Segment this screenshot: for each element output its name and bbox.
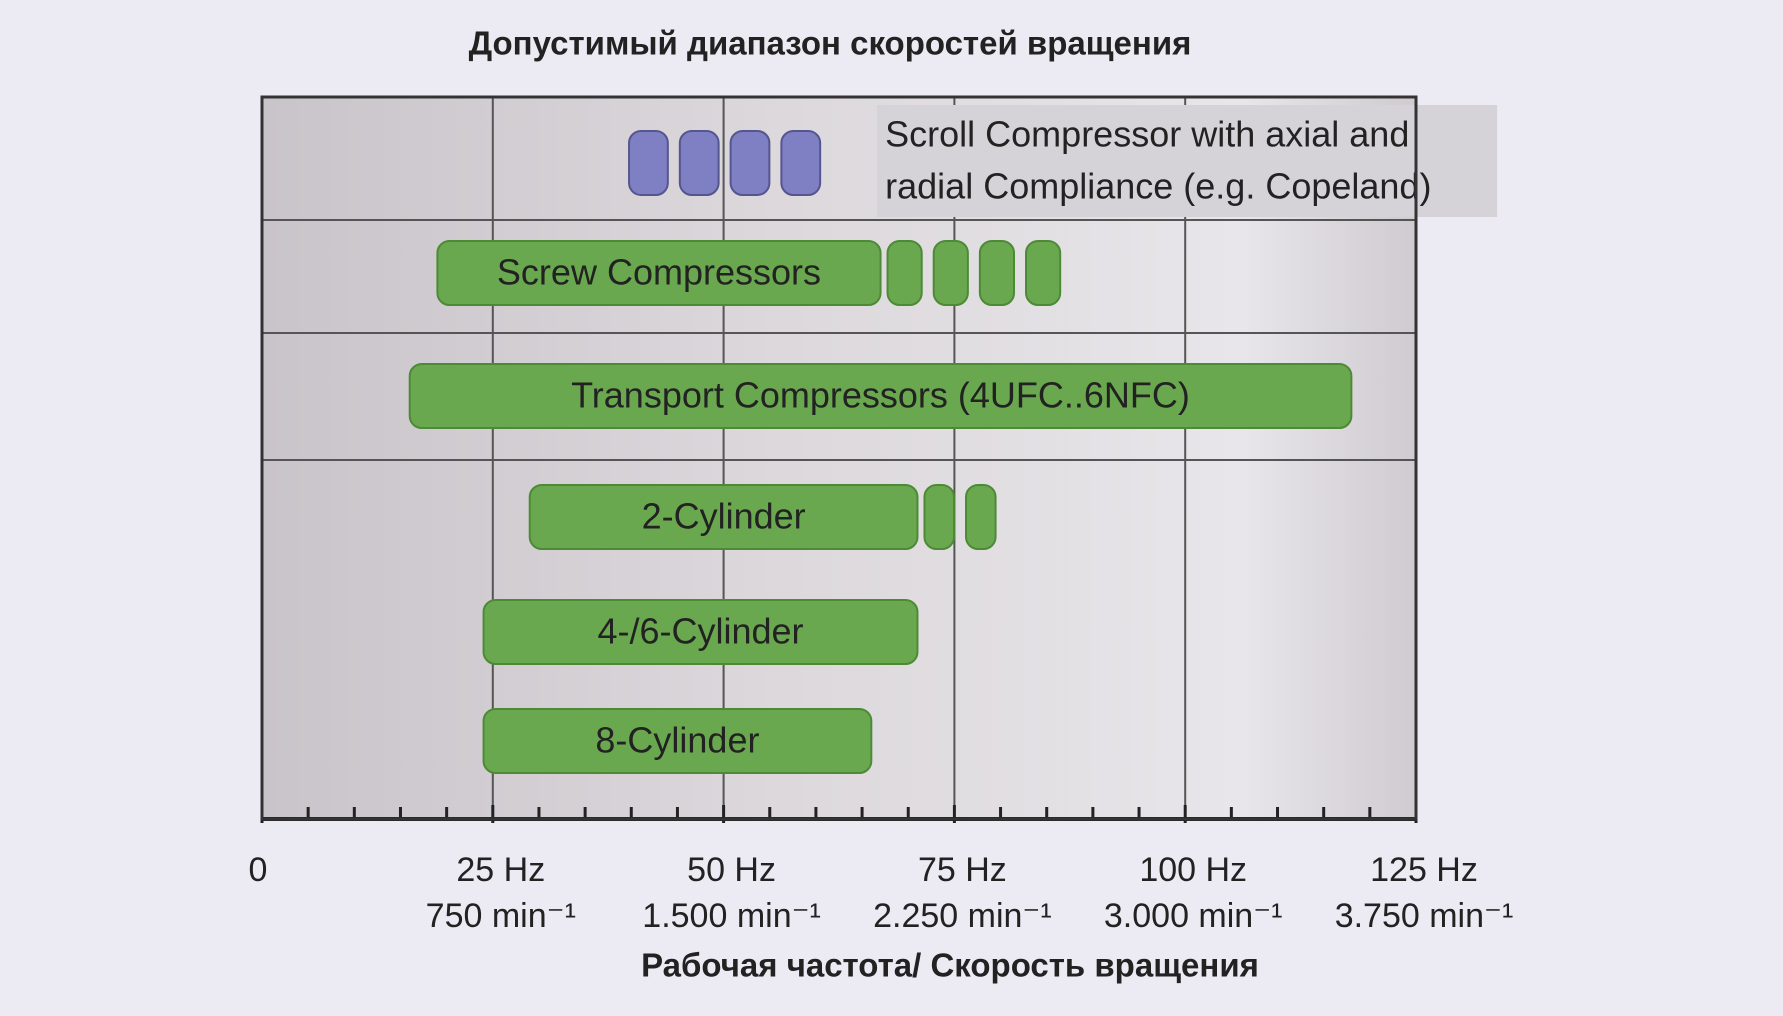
chart-title: Допустимый диапазон скоростей вращения xyxy=(469,25,1192,62)
extension-block xyxy=(780,130,822,196)
range-bar xyxy=(482,708,873,774)
range-bar xyxy=(482,599,919,665)
bar-label: 8-Cylinder xyxy=(595,720,759,761)
range-extension xyxy=(886,240,1062,306)
extension-block xyxy=(965,484,997,550)
extension-block xyxy=(978,240,1016,306)
range-bar xyxy=(408,363,1353,429)
range-bar xyxy=(436,240,882,306)
x-tick-sublabel: 3.750 min⁻¹ xyxy=(1335,897,1514,935)
x-tick-sublabel: 3.000 min⁻¹ xyxy=(1104,897,1283,935)
extension-block xyxy=(932,240,969,306)
bar-label: 2-Cylinder xyxy=(642,496,806,537)
extension-block xyxy=(678,130,720,196)
x-tick-label: 0 xyxy=(249,851,268,889)
bar-label: 4-/6-Cylinder xyxy=(597,611,803,652)
x-tick-label: 125 Hz xyxy=(1370,851,1478,889)
bar-label: Transport Compressors (4UFC..6NFC) xyxy=(571,375,1190,416)
extension-block xyxy=(628,130,669,196)
x-tick-label: 25 Hz xyxy=(456,851,545,889)
extension-block xyxy=(1025,240,1062,306)
label-background xyxy=(877,105,1498,217)
range-bar xyxy=(528,484,919,550)
plot-area xyxy=(260,95,1418,821)
x-tick-sublabel: 1.500 min⁻¹ xyxy=(642,897,821,935)
extension-block xyxy=(886,240,923,306)
range-extension xyxy=(628,130,822,196)
x-tick-label: 75 Hz xyxy=(918,851,1007,889)
range-extension xyxy=(923,484,997,550)
bar-label: Scroll Compressor with axial and xyxy=(885,114,1409,155)
bar-label: Screw Compressors xyxy=(497,252,821,293)
x-tick-sublabel: 2.250 min⁻¹ xyxy=(873,897,1052,935)
x-tick-label: 100 Hz xyxy=(1139,851,1247,889)
plot-area xyxy=(260,95,1418,821)
x-tick-label: 50 Hz xyxy=(687,851,776,889)
x-axis-label: Рабочая частота/ Скорость вращения xyxy=(641,947,1259,984)
extension-block xyxy=(923,484,956,550)
bar-label: radial Compliance (e.g. Copeland) xyxy=(885,166,1431,207)
x-tick-sublabel: 750 min⁻¹ xyxy=(426,897,576,935)
extension-block xyxy=(729,130,771,196)
